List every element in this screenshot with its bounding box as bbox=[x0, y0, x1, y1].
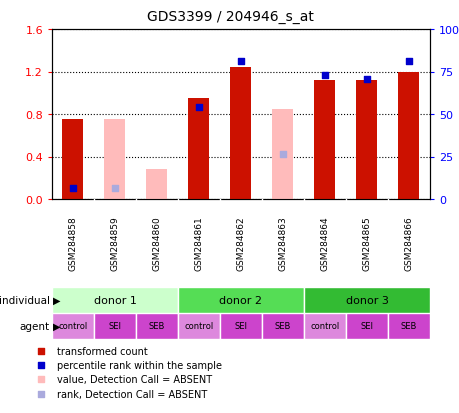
Text: SEI: SEI bbox=[108, 322, 121, 331]
Bar bbox=[397, 72, 419, 199]
Text: control: control bbox=[58, 322, 87, 331]
Text: control: control bbox=[184, 322, 213, 331]
Bar bbox=[104, 120, 125, 199]
Text: GSM284858: GSM284858 bbox=[68, 216, 77, 271]
Text: rank, Detection Call = ABSENT: rank, Detection Call = ABSENT bbox=[57, 389, 207, 399]
Bar bbox=[303, 287, 429, 313]
Text: GDS3399 / 204946_s_at: GDS3399 / 204946_s_at bbox=[146, 9, 313, 24]
Text: SEB: SEB bbox=[400, 322, 416, 331]
Bar bbox=[356, 81, 377, 199]
Text: GSM284866: GSM284866 bbox=[403, 216, 413, 271]
Point bbox=[111, 185, 118, 192]
Bar bbox=[52, 313, 94, 339]
Bar bbox=[52, 287, 178, 313]
Text: value, Detection Call = ABSENT: value, Detection Call = ABSENT bbox=[57, 375, 212, 385]
Text: GSM284859: GSM284859 bbox=[110, 216, 119, 271]
Text: individual: individual bbox=[0, 295, 50, 305]
Bar bbox=[314, 81, 335, 199]
Bar bbox=[178, 313, 219, 339]
Point bbox=[37, 362, 45, 368]
Text: GSM284864: GSM284864 bbox=[320, 216, 329, 271]
Point bbox=[363, 76, 370, 83]
Bar bbox=[219, 313, 262, 339]
Text: GSM284865: GSM284865 bbox=[362, 216, 371, 271]
Bar bbox=[387, 313, 429, 339]
Bar bbox=[178, 287, 303, 313]
Bar bbox=[272, 109, 293, 199]
Text: SEI: SEI bbox=[234, 322, 247, 331]
Text: GSM284863: GSM284863 bbox=[278, 216, 287, 271]
Text: SEB: SEB bbox=[149, 322, 165, 331]
Bar bbox=[146, 170, 167, 199]
Text: SEB: SEB bbox=[274, 322, 291, 331]
Point bbox=[237, 58, 244, 65]
Point bbox=[195, 104, 202, 111]
Point bbox=[37, 348, 45, 354]
Point bbox=[279, 152, 286, 158]
Point bbox=[321, 72, 328, 79]
Point bbox=[404, 58, 412, 65]
Text: agent: agent bbox=[20, 321, 50, 331]
Bar bbox=[188, 99, 209, 199]
Point bbox=[69, 185, 77, 192]
Text: transformed count: transformed count bbox=[57, 346, 147, 356]
Bar bbox=[62, 120, 84, 199]
Text: donor 1: donor 1 bbox=[93, 295, 136, 305]
Bar bbox=[136, 313, 178, 339]
Text: ▶: ▶ bbox=[53, 295, 60, 305]
Text: GSM284860: GSM284860 bbox=[152, 216, 161, 271]
Point bbox=[37, 376, 45, 383]
Text: donor 3: donor 3 bbox=[345, 295, 387, 305]
Text: GSM284861: GSM284861 bbox=[194, 216, 203, 271]
Bar bbox=[230, 68, 251, 199]
Bar bbox=[94, 313, 136, 339]
Point bbox=[37, 390, 45, 397]
Text: percentile rank within the sample: percentile rank within the sample bbox=[57, 360, 222, 370]
Bar bbox=[303, 313, 345, 339]
Text: ▶: ▶ bbox=[53, 321, 60, 331]
Bar bbox=[262, 313, 303, 339]
Bar bbox=[345, 313, 387, 339]
Text: control: control bbox=[310, 322, 339, 331]
Text: donor 2: donor 2 bbox=[219, 295, 262, 305]
Text: SEI: SEI bbox=[360, 322, 373, 331]
Text: GSM284862: GSM284862 bbox=[236, 216, 245, 271]
